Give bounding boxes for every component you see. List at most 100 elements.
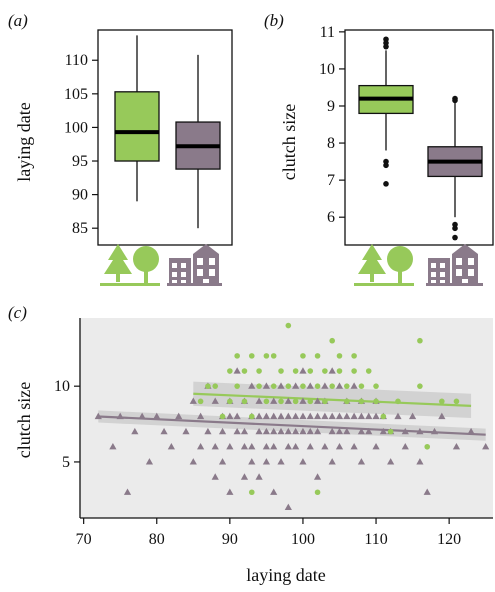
panel-b-y-tick-label: 10 [319, 61, 335, 78]
panel-c-x-tick-label: 100 [291, 531, 315, 548]
panel-c-x-title: laying date [246, 565, 325, 585]
panel-c-rural-point [227, 368, 233, 374]
panel-a-y-title: laying date [14, 102, 34, 181]
panel-b-y-tick-label: 11 [320, 24, 335, 41]
panel-c-x-ticks: 70 80 90 100 110 120 [76, 518, 461, 548]
panel-c-rural-point [271, 353, 277, 359]
panel-a-y-tick-label: 100 [64, 119, 88, 136]
panel-c-rural-point [220, 414, 226, 420]
panel-a-label: (a) [8, 11, 28, 30]
panel-a-y-tick-label: 85 [72, 220, 88, 237]
panel-c-x-tick-label: 90 [222, 531, 238, 548]
panel-b-rural-outlier [383, 163, 389, 169]
panel-c-rural-point [271, 383, 277, 389]
panel-c-rural-point [337, 368, 343, 374]
panel-c-rural-point [278, 399, 284, 405]
panel-c-rural-point [366, 368, 372, 374]
panel-c-rural-point [300, 383, 306, 389]
panel-b-boxes [359, 36, 482, 240]
panel-c-x-tick-label: 120 [437, 531, 461, 548]
panel-c-rural-point [293, 368, 299, 374]
panel-c-rural-point [249, 414, 255, 420]
panel-c-rural-point [359, 383, 365, 389]
rural-trees-icon-b [354, 244, 414, 286]
panel-c-y-title: clutch size [14, 382, 34, 458]
panel-b-y-tick-label: 8 [327, 135, 335, 152]
panel-a: (a) laying date 85 90 95 100 105 110 [8, 11, 232, 286]
rural-trees-icon [100, 244, 160, 286]
panel-c-rural-point [234, 383, 240, 389]
panel-c-rural-point [373, 399, 379, 405]
panel-c-rural-point [373, 383, 379, 389]
panel-c-y-ticks: 5 10 [54, 378, 80, 471]
panel-b-urban-outlier [452, 235, 458, 241]
panel-c-rural-point [417, 338, 423, 344]
panel-b: (b) clutch size 6 7 8 9 10 11 [264, 11, 493, 286]
urban-buildings-icon [169, 244, 219, 286]
panel-c-rural-point [293, 399, 299, 405]
panel-c-rural-point [315, 353, 321, 359]
panel-a-boxes [115, 35, 220, 228]
panel-c-rural-point [242, 368, 248, 374]
panel-c-rural-point [286, 383, 292, 389]
panel-c-rural-point [227, 399, 233, 405]
panel-b-y-title: clutch size [279, 104, 299, 180]
panel-c-rural-point [256, 383, 262, 389]
panel-c-rural-point [344, 399, 350, 405]
panel-c-rural-point [264, 353, 270, 359]
panel-c-x-tick-label: 70 [76, 531, 92, 548]
panel-b-rural-outlier [383, 44, 389, 50]
panel-c-rural-point [264, 399, 270, 405]
panel-c-rural-point [351, 353, 357, 359]
panel-a-rural-box [115, 92, 159, 161]
panel-b-y-ticks: 6 7 8 9 10 11 [319, 24, 345, 226]
urban-ground-line-b [426, 283, 483, 286]
panel-c-rural-point [359, 399, 365, 405]
panel-a-y-tick-label: 110 [65, 52, 88, 69]
panel-b-y-tick-label: 9 [327, 98, 335, 115]
panel-c: (c) 70 80 90 100 110 120 5 10 laying date clut… [8, 303, 493, 585]
panel-c-rural-point [388, 429, 394, 435]
panel-c-rural-point [249, 489, 255, 495]
panel-c-rural-point [249, 353, 255, 359]
panel-c-rural-point [315, 489, 321, 495]
panel-c-rural-point [424, 444, 430, 450]
panel-c-rural-point [234, 353, 240, 359]
panel-c-rural-point [351, 368, 357, 374]
panel-c-rural-point [278, 368, 284, 374]
panel-b-urban-outlier [452, 98, 458, 104]
panel-b-y-tick-label: 6 [327, 209, 335, 226]
panel-b-frame [345, 30, 493, 245]
panel-b-urban-outlier [452, 226, 458, 232]
panel-c-rural-point [286, 323, 292, 329]
panel-c-x-tick-label: 80 [149, 531, 165, 548]
urban-buildings-icon-b [428, 244, 478, 286]
panel-c-rural-point [242, 399, 248, 405]
panel-c-y-tick-label: 10 [54, 378, 70, 395]
panel-c-y-tick-label: 5 [62, 454, 70, 471]
panel-c-rural-point [322, 399, 328, 405]
panel-c-x-tick-label: 110 [364, 531, 387, 548]
panel-c-rural-point [395, 399, 401, 405]
panel-c-rural-point [329, 338, 335, 344]
panel-c-rural-point [205, 383, 211, 389]
panel-a-y-tick-label: 95 [72, 153, 88, 170]
panel-a-y-tick-label: 90 [72, 187, 88, 204]
panel-c-rural-point [417, 383, 423, 389]
panel-c-rural-point [198, 399, 204, 405]
panel-c-rural-point [307, 368, 313, 374]
panel-c-rural-point [322, 368, 328, 374]
panel-c-rural-point [212, 383, 218, 389]
panel-c-rural-point [454, 399, 460, 405]
panel-a-y-tick-label: 105 [64, 86, 88, 103]
panel-c-rural-point [329, 383, 335, 389]
panel-b-rural-outlier [383, 181, 389, 187]
panel-c-rural-point [381, 414, 387, 420]
urban-ground-line [167, 283, 222, 286]
panel-c-rural-point [307, 399, 313, 405]
panel-c-rural-point [315, 383, 321, 389]
panel-c-label: (c) [8, 303, 27, 322]
panel-b-y-tick-label: 7 [327, 172, 335, 189]
panel-a-y-ticks: 85 90 95 100 105 110 [64, 52, 98, 237]
